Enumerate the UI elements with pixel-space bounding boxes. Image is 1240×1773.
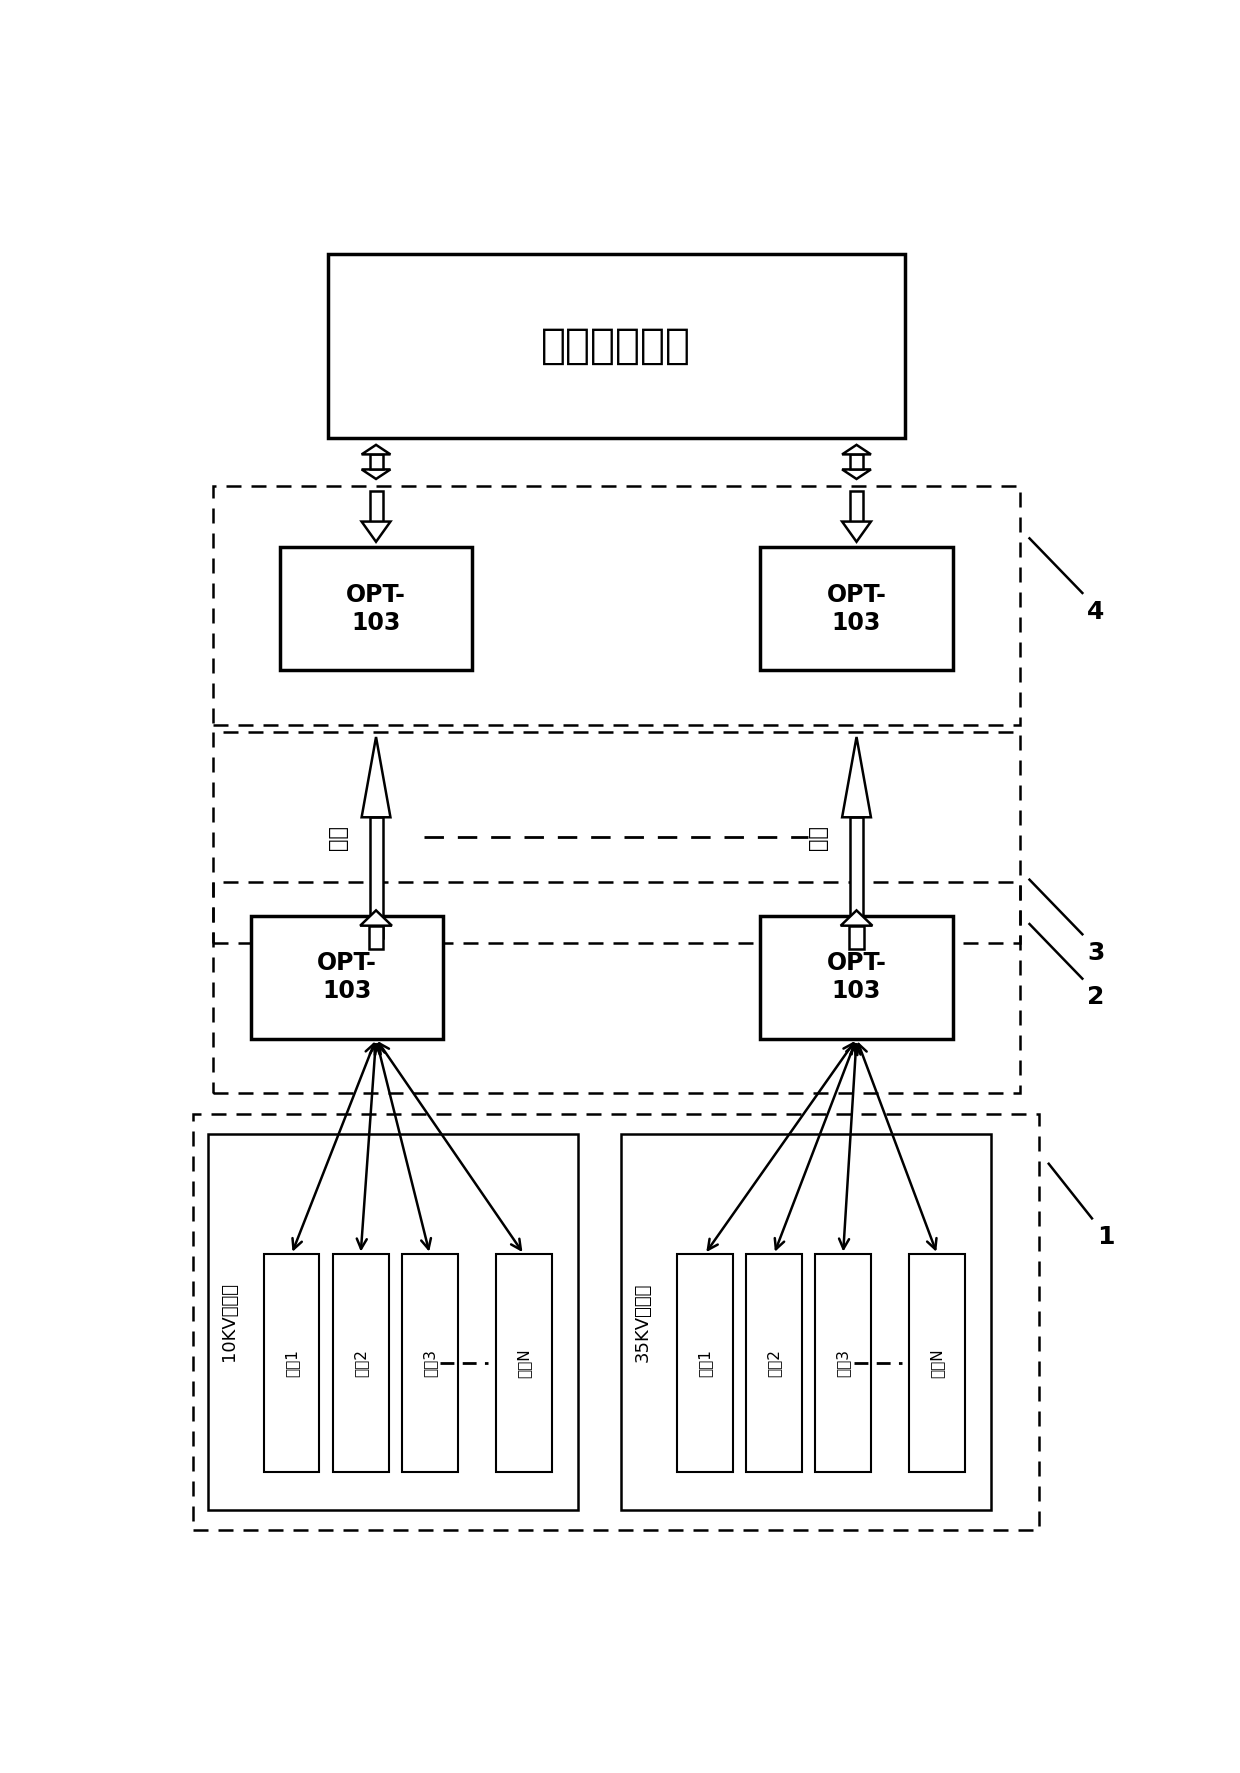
Text: 2: 2: [1087, 986, 1105, 1009]
Text: 间隔3: 间隔3: [836, 1349, 851, 1378]
Polygon shape: [362, 738, 391, 817]
Bar: [368, 926, 383, 949]
Polygon shape: [362, 521, 391, 543]
Text: OPT-
103: OPT- 103: [827, 952, 887, 1004]
Text: 1: 1: [1097, 1225, 1115, 1250]
Bar: [370, 491, 382, 521]
Text: 光纤: 光纤: [808, 824, 828, 849]
Polygon shape: [362, 445, 391, 454]
Text: 间隔N: 间隔N: [517, 1349, 532, 1378]
Text: 通讯远动装置: 通讯远动装置: [542, 324, 691, 367]
Bar: [677, 1255, 733, 1472]
Bar: [909, 1255, 965, 1472]
Text: 10KV高压室: 10KV高压室: [219, 1282, 238, 1362]
Bar: [213, 486, 1019, 725]
Bar: [193, 1113, 1039, 1530]
Bar: [851, 454, 863, 470]
Polygon shape: [842, 445, 870, 454]
Bar: [849, 926, 864, 949]
Bar: [402, 1255, 458, 1472]
Text: 间隔2: 间隔2: [353, 1349, 368, 1378]
Bar: [621, 1135, 991, 1511]
Bar: [264, 1255, 320, 1472]
Text: OPT-
103: OPT- 103: [827, 583, 887, 635]
Bar: [213, 732, 1019, 943]
Text: 光纤: 光纤: [327, 824, 347, 849]
Polygon shape: [841, 910, 873, 926]
Bar: [213, 881, 1019, 1094]
Polygon shape: [842, 738, 870, 817]
Text: 间隔1: 间隔1: [284, 1349, 299, 1378]
Bar: [280, 548, 472, 670]
Text: 35KV高压室: 35KV高压室: [634, 1282, 651, 1362]
Polygon shape: [360, 910, 392, 926]
Bar: [851, 491, 863, 521]
Bar: [496, 1255, 552, 1472]
Bar: [332, 1255, 388, 1472]
Text: 3: 3: [1087, 941, 1105, 965]
Bar: [851, 817, 863, 938]
Text: 间隔1: 间隔1: [697, 1349, 712, 1378]
Bar: [746, 1255, 802, 1472]
Text: OPT-
103: OPT- 103: [346, 583, 405, 635]
Bar: [208, 1135, 578, 1511]
Text: 间隔3: 间隔3: [423, 1349, 438, 1378]
Text: 间隔N: 间隔N: [930, 1349, 945, 1378]
Polygon shape: [842, 470, 870, 479]
Text: OPT-
103: OPT- 103: [317, 952, 377, 1004]
Text: 间隔2: 间隔2: [766, 1349, 781, 1378]
Bar: [370, 454, 382, 470]
Bar: [370, 817, 382, 938]
Bar: [250, 917, 444, 1039]
Bar: [815, 1255, 870, 1472]
Text: 4: 4: [1087, 599, 1105, 624]
Bar: [327, 254, 905, 438]
Bar: [760, 917, 952, 1039]
Polygon shape: [842, 521, 870, 543]
Polygon shape: [362, 470, 391, 479]
Bar: [760, 548, 952, 670]
